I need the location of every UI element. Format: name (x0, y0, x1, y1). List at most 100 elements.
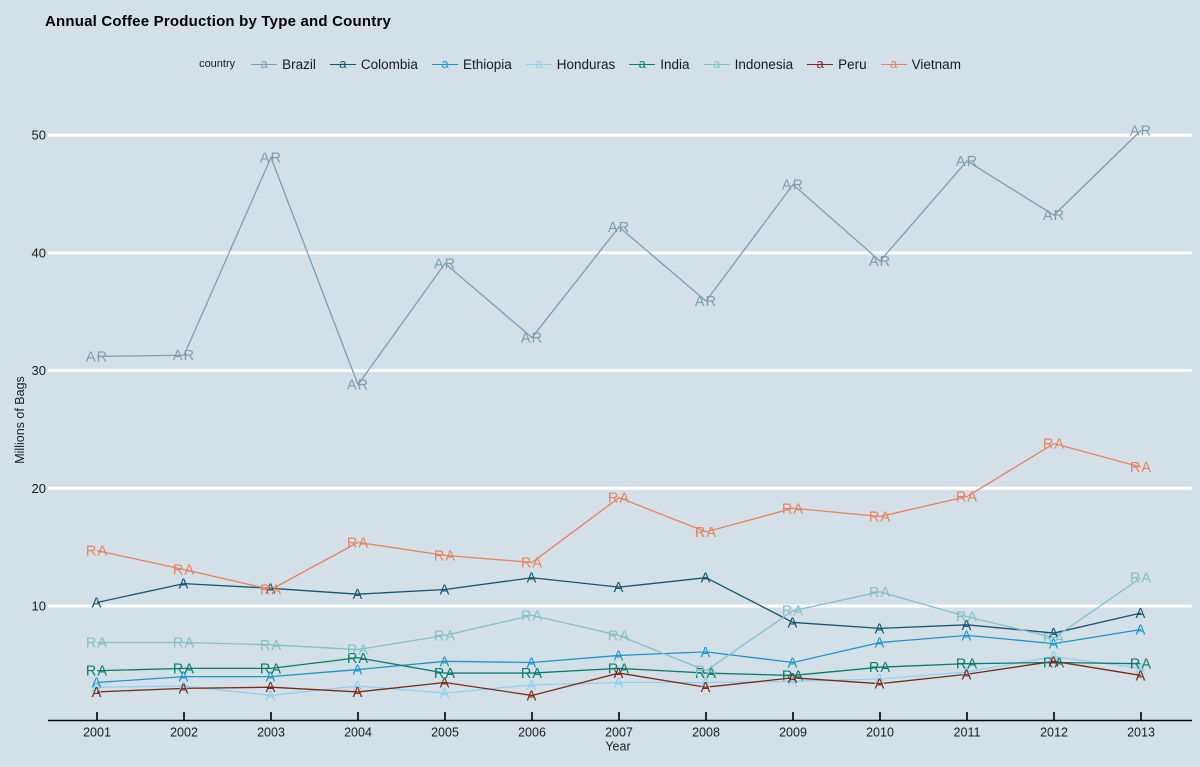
point-label: A (92, 675, 103, 691)
point-label: A (440, 675, 451, 691)
point-label: A (527, 678, 538, 694)
point-label: RA (695, 664, 717, 680)
point-label: A (614, 666, 625, 682)
x-tick-label-2002: 2002 (170, 726, 198, 740)
point-label: A (353, 587, 364, 603)
legend-marker-icon: a (251, 56, 278, 72)
point-label: A (527, 655, 538, 671)
x-tick-label-2009: 2009 (779, 726, 807, 740)
point-label: A (179, 681, 190, 697)
point-label: A (614, 580, 625, 596)
point-label: AR (1130, 123, 1152, 139)
point-labels-india: RA RA RA RA RA RA RA RA RA RA RA RA RA (86, 651, 1151, 685)
x-tick-label-2005: 2005 (431, 726, 459, 740)
point-label: A (614, 648, 625, 664)
point-label: AR (695, 294, 717, 310)
point-label: A (1136, 661, 1147, 677)
point-label: A (353, 685, 364, 701)
point-label: RA (521, 666, 543, 682)
point-label: A (440, 654, 451, 670)
point-label: A (788, 674, 799, 690)
x-tick-label-2007: 2007 (605, 726, 633, 740)
point-label: A (1136, 606, 1147, 622)
point-label: AR (173, 348, 195, 364)
point-label: A (179, 670, 190, 686)
point-label: AR (347, 378, 369, 394)
point-label: A (1049, 637, 1060, 653)
point-label: AR (608, 220, 630, 236)
point-label: RA (260, 661, 282, 677)
point-labels-vietnam: RA RA RA RA RA RA RA RA RA RA RA RA RA (86, 437, 1152, 599)
point-label: RA (782, 501, 804, 517)
point-label: A (788, 655, 799, 671)
point-label: RA (260, 638, 282, 654)
point-label: RA (608, 628, 630, 644)
point-label: RA (347, 643, 369, 659)
legend-item-indonesia: a Indonesia (703, 56, 793, 72)
point-label: A (875, 672, 886, 688)
point-label: A (179, 577, 190, 593)
point-label: RA (260, 582, 282, 598)
point-label: RA (869, 660, 891, 676)
point-label: RA (86, 635, 108, 651)
point-label: RA (782, 668, 804, 684)
point-label: A (875, 677, 886, 693)
point-label: A (1049, 626, 1060, 642)
legend-item-ethiopia: a Ethiopia (431, 56, 512, 72)
point-label: A (1049, 654, 1060, 670)
point-label: A (701, 571, 712, 587)
point-label: A (1049, 650, 1060, 666)
point-label: RA (521, 555, 543, 571)
x-tick-label-2012: 2012 (1040, 726, 1068, 740)
x-tick-label-2003: 2003 (257, 726, 285, 740)
point-label: A (614, 675, 625, 691)
point-labels-ethiopia: A A A AA A A AAA AAA (92, 623, 1147, 692)
legend-label: Brazil (282, 56, 316, 72)
point-label: A (92, 595, 103, 611)
point-label: A (527, 688, 538, 704)
series-line-peru (96, 660, 1142, 697)
point-label: A (875, 621, 886, 637)
point-label: AR (956, 154, 978, 170)
legend-label: Vietnam (911, 56, 961, 72)
legend-item-india: a India (629, 56, 690, 72)
point-label: A (527, 571, 538, 587)
series-line-vietnam (96, 442, 1142, 591)
point-label: A (266, 688, 277, 704)
point-label: RA (1130, 571, 1152, 587)
point-label: A (266, 670, 277, 686)
point-label: RA (695, 666, 717, 682)
point-label: AR (1043, 208, 1065, 224)
point-label: RA (956, 490, 978, 506)
legend-marker-icon: a (431, 56, 458, 72)
series-line-india (96, 657, 1142, 677)
point-label: A (962, 618, 973, 634)
point-label: A (962, 667, 973, 683)
legend-item-brazil: a Brazil (251, 56, 316, 72)
legend-item-vietnam: a Vietnam (880, 56, 961, 72)
point-label: RA (521, 608, 543, 624)
point-label: A (440, 582, 451, 598)
point-label: AR (521, 331, 543, 347)
point-label: A (353, 679, 364, 695)
point-label: RA (434, 628, 456, 644)
legend-label: India (660, 56, 690, 72)
point-label: RA (347, 535, 369, 551)
point-label: RA (86, 544, 108, 560)
legend-item-honduras: a Honduras (525, 56, 615, 72)
point-label: A (962, 628, 973, 644)
x-tick-label-2001: 2001 (83, 726, 111, 740)
legend-item-colombia: a Colombia (329, 56, 418, 72)
point-label: RA (1043, 437, 1065, 453)
point-label: A (875, 635, 886, 651)
point-label: A (1136, 623, 1147, 639)
point-label: RA (347, 651, 369, 667)
y-tick-label-50: 50 (32, 128, 46, 143)
legend-label: Peru (838, 56, 867, 72)
point-label: RA (1130, 460, 1152, 476)
legend-title: country (199, 58, 236, 70)
